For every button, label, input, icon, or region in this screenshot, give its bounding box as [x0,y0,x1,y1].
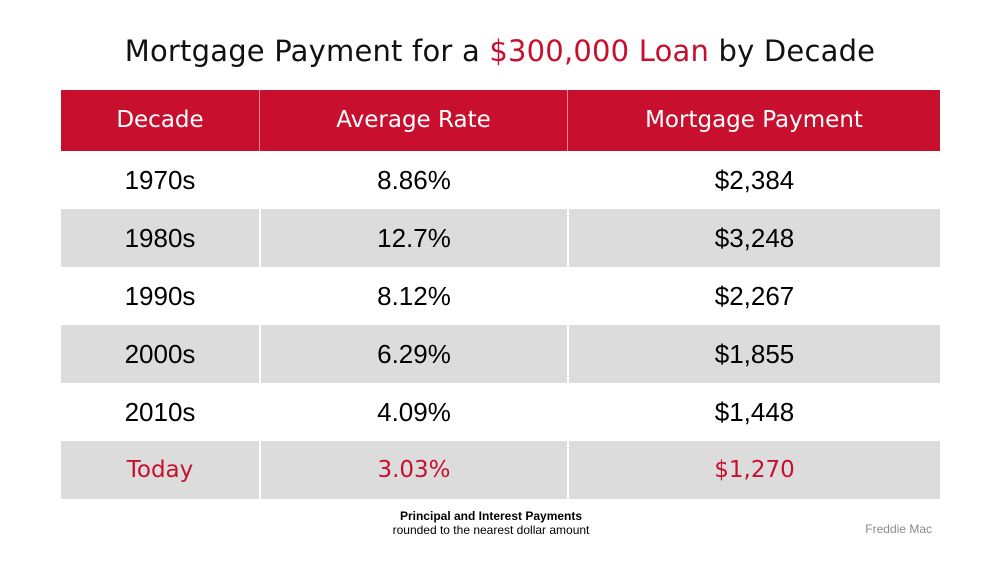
decade-cell: 2000s [61,325,259,383]
rate-cell: 3.03% [259,441,567,499]
table-row: 1990s 8.12% $2,267 [61,267,940,325]
decade-cell: 1980s [61,209,259,267]
title-prefix: Mortgage Payment for a [124,34,490,68]
payment-cell: $2,267 [567,267,940,325]
header-mortgage-payment: Mortgage Payment [567,90,940,151]
footnote-line-2: rounded to the nearest dollar amount [392,523,590,537]
title-highlight: $300,000 Loan [489,34,710,68]
payment-cell: $2,384 [567,151,940,209]
table-row: 1980s 12.7% $3,248 [61,209,940,267]
header-average-rate: Average Rate [259,90,567,151]
decade-cell: 2010s [124,397,196,427]
rate-cell: 12.7% [259,209,567,267]
table-header: Decade Average Rate Mortgage Payment [61,90,940,151]
title-suffix: by Decade [709,34,876,68]
decade-cell: 1970s [124,165,196,195]
rate-cell: 4.09% [259,383,567,441]
source-credit: Freddie Mac [865,522,932,536]
rate-cell: 6.29% [259,325,567,383]
mortgage-table: Decade Average Rate Mortgage Payment 197… [61,90,940,499]
footnote-line-1: Principal and Interest Payments [399,509,583,523]
decade-cell: 1990s [124,281,196,311]
table-row: 2010s 4.09% $1,448 [61,383,940,441]
page-title: Mortgage Payment for a $300,000 Loan by … [0,34,1000,68]
table-row: 1970s 8.86% $2,384 [61,151,940,209]
decade-cell: Today [61,441,259,499]
payment-cell: $3,248 [567,209,940,267]
rate-cell: 8.12% [259,267,567,325]
payment-cell: $1,448 [567,383,940,441]
payment-cell: $1,270 [567,441,940,499]
rate-cell: 8.86% [259,151,567,209]
table-row-today: Today 3.03% $1,270 [61,441,940,499]
footnote: Principal and Interest Payments rounded … [0,509,982,537]
table-row: 2000s 6.29% $1,855 [61,325,940,383]
header-decade: Decade [116,107,204,133]
payment-cell: $1,855 [567,325,940,383]
